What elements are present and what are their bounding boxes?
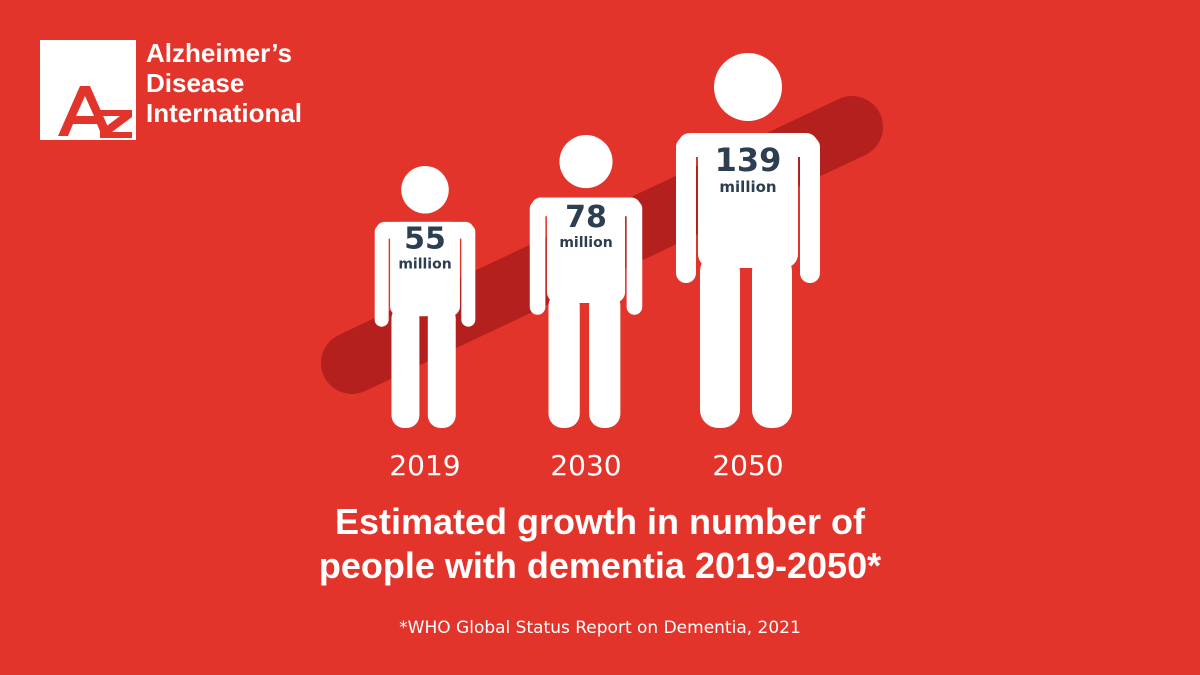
figure-right-arm: [800, 137, 820, 283]
logo-line-2: Disease: [146, 68, 245, 98]
year-label-2019: 2019: [389, 449, 460, 482]
adi-logo: Alzheimer’s Disease International: [40, 38, 302, 140]
figure-left-arm: [676, 137, 696, 283]
figure-torso: [546, 197, 626, 304]
figure-right-arm: [626, 200, 643, 315]
unit-label-2019: million: [398, 256, 451, 272]
source-note: *WHO Global Status Report on Dementia, 2…: [399, 618, 801, 638]
figure-shoulders: [531, 197, 641, 217]
figure-left-leg: [548, 291, 580, 428]
figure-left-leg: [700, 253, 740, 428]
figure-right-leg: [752, 253, 792, 428]
unit-label-2050: million: [719, 178, 776, 196]
year-label-2030: 2030: [550, 449, 621, 482]
chart-title: Estimated growth in number of people wit…: [0, 500, 1200, 588]
figure-left-leg: [391, 305, 420, 428]
chart-title-line-1: Estimated growth in number of: [334, 501, 865, 542]
value-label-2030: 78: [565, 200, 607, 235]
adi-logo-mark: [40, 40, 136, 140]
figure-torso: [390, 221, 460, 317]
figure-right-leg: [589, 291, 621, 428]
figure-head: [714, 53, 782, 121]
unit-label-2030: million: [559, 235, 612, 251]
figure-head: [401, 166, 449, 214]
figure-right-arm: [461, 224, 476, 327]
logo-line-1: Alzheimer’s: [146, 38, 292, 68]
chart-title-line-2: people with dementia 2019-2050*: [318, 545, 882, 586]
year-label-2050: 2050: [712, 449, 783, 482]
figure-left-arm: [529, 200, 546, 315]
value-label-2050: 139: [715, 141, 782, 179]
logo-line-3: International: [146, 98, 303, 128]
figure-shoulders: [678, 133, 818, 157]
logo-wordmark: Alzheimer’s Disease International: [146, 38, 302, 128]
figure-left-arm: [374, 224, 389, 327]
figure-right-leg: [427, 305, 456, 428]
value-label-2019: 55: [404, 221, 446, 256]
figure-torso: [698, 133, 798, 268]
figure-head: [559, 135, 613, 189]
figure-shoulders: [376, 221, 474, 239]
